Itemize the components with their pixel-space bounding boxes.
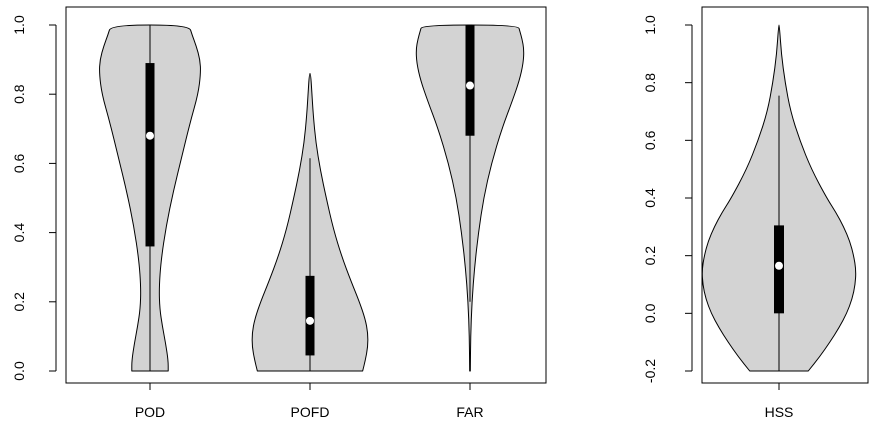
y-tick-label: 0.0 — [11, 361, 27, 381]
y-tick-label: 0.8 — [642, 73, 658, 93]
plot-frame — [701, 6, 869, 384]
y-tick-label: 0.6 — [11, 153, 27, 173]
y-tick-label: 0.0 — [642, 303, 658, 323]
y-tick-label: 0.4 — [642, 188, 658, 208]
y-tick-label: 1.0 — [642, 15, 658, 35]
median-point-far — [466, 81, 474, 90]
iqr-box-pofd — [305, 275, 315, 356]
y-tick-label: 0.8 — [11, 84, 27, 104]
y-tick-label: -0.2 — [642, 359, 658, 383]
x-tick-label: FAR — [456, 404, 483, 420]
y-tick-label: 0.4 — [11, 223, 27, 243]
iqr-box-pod — [145, 63, 155, 247]
x-tick-label: POFD — [291, 404, 330, 420]
x-tick-label: HSS — [765, 404, 794, 420]
y-tick-label: 0.2 — [11, 292, 27, 312]
median-point-pod — [146, 131, 154, 140]
y-tick-label: 0.2 — [642, 246, 658, 266]
violin-panel-right: -0.2 0.0 0.2 0.4 0.6 0.8 1.0 HSS — [642, 6, 869, 420]
violin-panel-left: 0.0 0.2 0.4 0.6 0.8 1.0 POD POFD FAR — [11, 6, 547, 420]
median-point-pofd — [306, 316, 314, 325]
x-tick-label: POD — [135, 404, 165, 420]
iqr-box-far — [465, 25, 475, 136]
y-tick-label: 1.0 — [11, 15, 27, 35]
y-tick-label: 0.6 — [642, 130, 658, 150]
median-point-hss — [775, 261, 783, 270]
